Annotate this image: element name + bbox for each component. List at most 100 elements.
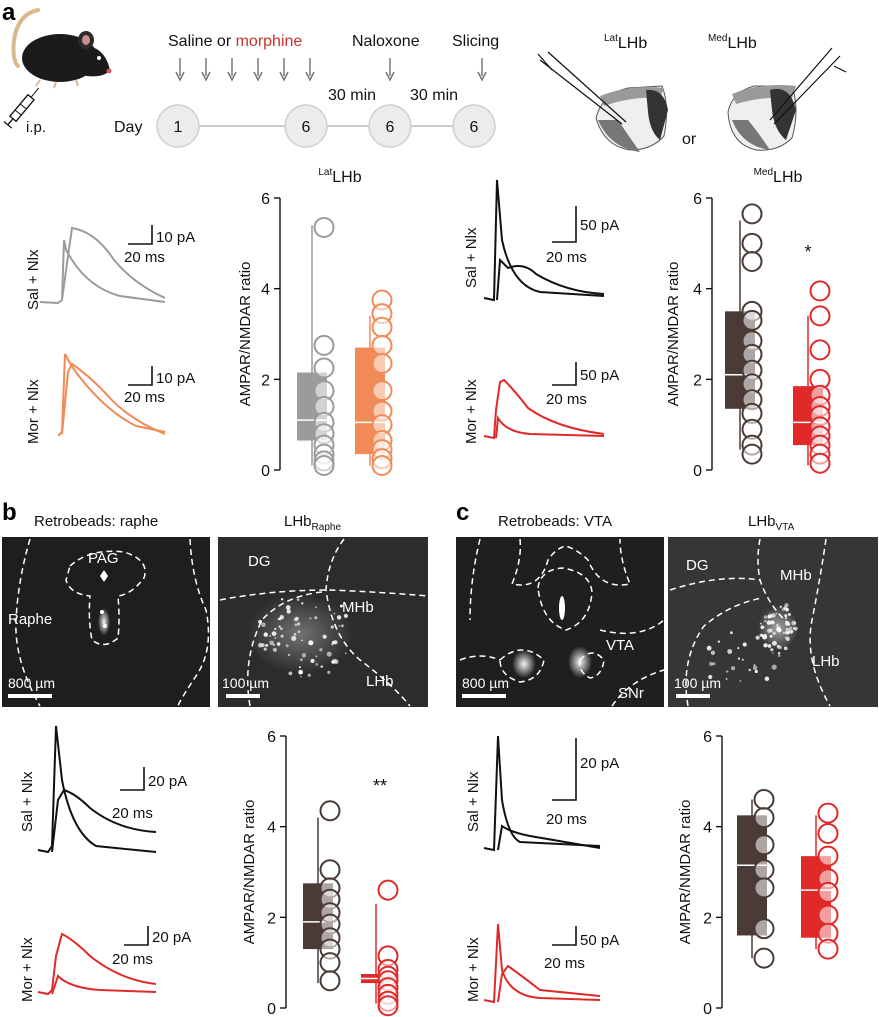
retrobead (301, 639, 304, 642)
retrobead (272, 647, 277, 652)
label-sal-nlx-b: Sal + Nlx (19, 771, 36, 832)
retrobead (296, 598, 300, 601)
retrobead (776, 644, 779, 647)
data-point (313, 216, 335, 238)
svg-text:10 pA: 10 pA (156, 229, 195, 246)
scale-bar-med-mor: 50 pA 20 ms (546, 362, 619, 408)
svg-text:50 pA: 50 pA (580, 367, 619, 384)
retrobead (310, 658, 315, 663)
retrobead (708, 674, 713, 680)
data-point (319, 859, 341, 881)
trace-lat-saline (39, 226, 166, 305)
data-point (371, 380, 393, 402)
retrobead (277, 618, 280, 620)
y-axis-label: AMPAR/NMDAR ratio (237, 262, 254, 407)
retrobead (320, 665, 323, 668)
trace-med-morphine-nmda (495, 414, 605, 439)
retrobead (315, 663, 319, 666)
retrobead (777, 652, 781, 655)
retrobead (784, 630, 789, 635)
trace-c-morphine-ampa (483, 923, 601, 1004)
data-point (817, 802, 839, 824)
retrobead (285, 605, 291, 610)
retrobead (278, 625, 281, 628)
retrobead (340, 624, 344, 628)
day-node-3 (452, 104, 496, 148)
lhb-medial-schematic (727, 47, 847, 151)
data-point (313, 357, 335, 379)
day-node-0 (156, 104, 200, 148)
day-node-label-2: 6 (386, 119, 395, 136)
retrobead (778, 645, 782, 650)
retrobead (784, 603, 789, 608)
retrobead (273, 643, 275, 646)
data-point (319, 800, 341, 822)
retrobead (319, 648, 323, 652)
retrobead (764, 676, 770, 682)
retrobead (710, 650, 716, 655)
data-point (809, 280, 831, 302)
scale-bar-lat-mor: 10 pA 20 ms (124, 366, 195, 406)
retrobead (789, 629, 794, 634)
trace-b-saline-ampa (37, 725, 157, 854)
trace-lat-morphine (57, 353, 166, 437)
retrobead (739, 679, 742, 682)
naloxone-label: Naloxone (352, 33, 420, 50)
svg-text:20 ms: 20 ms (544, 955, 585, 972)
retrobead (748, 668, 752, 672)
micrograph-c1: VTA SNr 800 µm (456, 537, 665, 707)
retrobead (331, 640, 336, 645)
retrobead (781, 607, 786, 612)
svg-text:20 ms: 20 ms (112, 805, 153, 822)
retrobead (297, 630, 301, 634)
svg-text:10 pA: 10 pA (156, 370, 195, 387)
svg-text:50 pA: 50 pA (580, 932, 619, 949)
retrobead (766, 628, 772, 634)
data-point (741, 203, 763, 225)
label-sal-nlx-lat: Sal + Nlx (25, 249, 42, 310)
label-sal-nlx-c: Sal + Nlx (465, 771, 482, 832)
svg-text:20 ms: 20 ms (124, 249, 165, 266)
retrobead (767, 644, 772, 648)
label-mor-nlx-med: Mor + Nlx (463, 379, 480, 444)
retrobead (762, 635, 767, 640)
retrobead (793, 621, 796, 625)
retrobead (288, 671, 293, 676)
retrobead (280, 634, 284, 638)
lat-lhb-title: LatLHb (604, 33, 647, 52)
y-tick-label: 0 (261, 463, 270, 480)
data-point (753, 807, 775, 829)
retrobead (326, 651, 332, 657)
svg-text:DG: DG (686, 557, 709, 574)
retrobead (782, 631, 786, 634)
y-tick-label: 6 (693, 191, 702, 208)
retrobead (322, 634, 327, 639)
y-tick-label: 2 (693, 372, 702, 389)
retrobead (730, 631, 733, 635)
svg-text:20 pA: 20 pA (580, 755, 619, 772)
c2-title: LHbVTA (748, 513, 795, 533)
retrobead (731, 666, 736, 671)
retrobead (772, 631, 776, 636)
retrobead (779, 605, 782, 608)
retrobead (742, 642, 747, 647)
retrobead (333, 612, 336, 615)
retrobead (338, 625, 341, 627)
retrobead (725, 677, 728, 680)
retrobead (298, 666, 301, 669)
chart-raphe: 0 2 4 6 AMPAR/NMDAR ratio ** (241, 729, 399, 1017)
trace-b-morphine (37, 932, 157, 996)
slicing-label: Slicing (452, 33, 499, 50)
y-tick-label: 6 (703, 729, 712, 746)
retrobead (258, 619, 263, 624)
label-mor-nlx-b: Mor + Nlx (19, 937, 36, 1002)
data-point (809, 305, 831, 327)
retrobead (784, 614, 788, 618)
retrobead (280, 598, 284, 601)
retrobead (294, 623, 298, 627)
y-tick-label: 4 (261, 282, 270, 299)
retrobead (344, 652, 347, 655)
saline-or-morphine-label: Saline or morphine (168, 33, 302, 50)
retrobead (737, 657, 741, 660)
chart-title: MedLHb (754, 167, 803, 186)
